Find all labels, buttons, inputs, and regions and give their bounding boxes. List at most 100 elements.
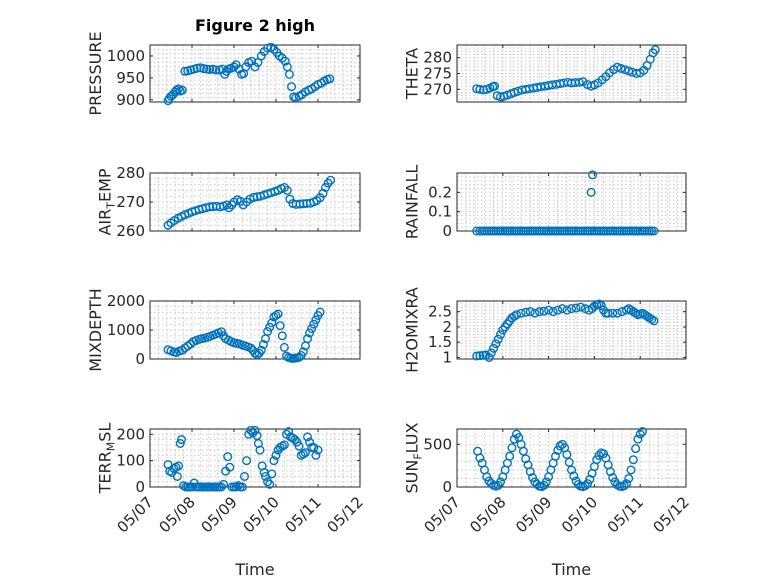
x-tick-label: 05/12 — [650, 493, 693, 536]
y-tick-label: 1.5 — [428, 333, 452, 351]
data-point — [174, 461, 184, 471]
data-point — [218, 479, 228, 489]
axes-frame — [456, 172, 687, 232]
y-tick-label: 0.1 — [428, 203, 452, 221]
data-point — [224, 203, 234, 213]
data-point — [534, 307, 544, 317]
data-point — [616, 63, 626, 73]
data-point — [496, 330, 506, 340]
x-axis-label: Time — [551, 560, 591, 579]
data-point — [311, 315, 321, 325]
grid — [456, 172, 687, 232]
y-tick-label: 1000 — [107, 321, 145, 339]
y-tick-label: 1 — [442, 348, 452, 366]
data-point — [295, 199, 305, 209]
data-point — [612, 308, 622, 318]
data-point — [490, 81, 500, 91]
data-point — [313, 445, 323, 455]
data-point — [290, 435, 300, 445]
grid — [456, 300, 687, 360]
data-point — [475, 84, 485, 94]
data-point — [239, 471, 249, 481]
data-point — [530, 308, 540, 318]
data-point — [321, 182, 331, 192]
data-point — [472, 351, 482, 361]
data-point — [621, 479, 631, 489]
y-tick-label: 0 — [442, 222, 452, 240]
data-point — [628, 455, 638, 465]
y-tick-label: 260 — [116, 222, 145, 240]
data-point — [512, 310, 522, 320]
data-point — [265, 322, 275, 332]
data-point — [279, 440, 289, 450]
data-point — [482, 472, 492, 482]
grid — [149, 428, 361, 488]
data-point — [631, 308, 641, 318]
data-point — [576, 302, 586, 312]
data-point — [205, 65, 215, 75]
data-point — [205, 202, 215, 212]
data-point — [177, 345, 187, 355]
data-point — [273, 309, 283, 319]
data-point — [176, 435, 186, 445]
subplot-7: 0 100 200TERRMSL05/0705/0805/0905/1005/110… — [95, 423, 366, 579]
data-point — [169, 464, 179, 474]
data-series — [163, 42, 335, 106]
y-tick-label: 280 — [423, 49, 452, 67]
data-point — [284, 427, 294, 437]
y-tick-label: 200 — [116, 425, 145, 443]
data-point — [263, 326, 273, 336]
data-point — [525, 467, 535, 477]
data-point — [231, 482, 241, 492]
data-point — [528, 473, 538, 483]
y-tick-label: 0.2 — [428, 183, 452, 201]
data-point — [637, 427, 647, 437]
data-point — [541, 477, 551, 487]
data-point — [211, 65, 221, 75]
y-tick-label: 2000 — [107, 292, 145, 310]
y-tick-label: 1000 — [107, 47, 145, 65]
y-tick-label: 0 — [135, 350, 145, 368]
data-point — [624, 473, 634, 483]
data-point — [307, 324, 317, 334]
y-tick-label: 280 — [116, 164, 145, 182]
x-tick-label: 05/11 — [282, 493, 325, 536]
data-point — [172, 471, 182, 481]
data-point — [586, 187, 596, 197]
data-point — [318, 188, 328, 198]
data-point — [267, 469, 277, 479]
y-tick-label: 2 — [442, 318, 452, 336]
data-point — [605, 467, 615, 477]
data-point — [564, 457, 574, 467]
data-point — [249, 192, 259, 202]
y-axis-label: RAINFALL — [402, 165, 421, 240]
data-point — [315, 307, 325, 317]
axes-frame — [456, 300, 687, 360]
data-point — [237, 482, 247, 492]
data-series — [163, 175, 336, 230]
y-axis-label: PRESSURE — [86, 31, 105, 115]
data-point — [171, 85, 181, 95]
grid — [456, 44, 687, 103]
x-tick-label: 05/10 — [240, 493, 283, 536]
data-point — [486, 348, 496, 358]
data-point — [323, 178, 333, 188]
grid — [456, 429, 687, 488]
data-point — [588, 170, 598, 180]
data-point — [326, 175, 336, 185]
data-point — [550, 451, 560, 461]
data-point — [493, 334, 503, 344]
x-tick-label: 05/09 — [512, 493, 555, 536]
data-point — [649, 226, 659, 236]
y-axis-label: THETA — [402, 48, 421, 100]
data-point — [256, 345, 266, 355]
x-tick-label: 05/07 — [114, 493, 157, 536]
data-point — [271, 450, 281, 460]
data-point — [596, 301, 606, 311]
data-point — [525, 307, 535, 317]
data-point — [225, 462, 235, 472]
